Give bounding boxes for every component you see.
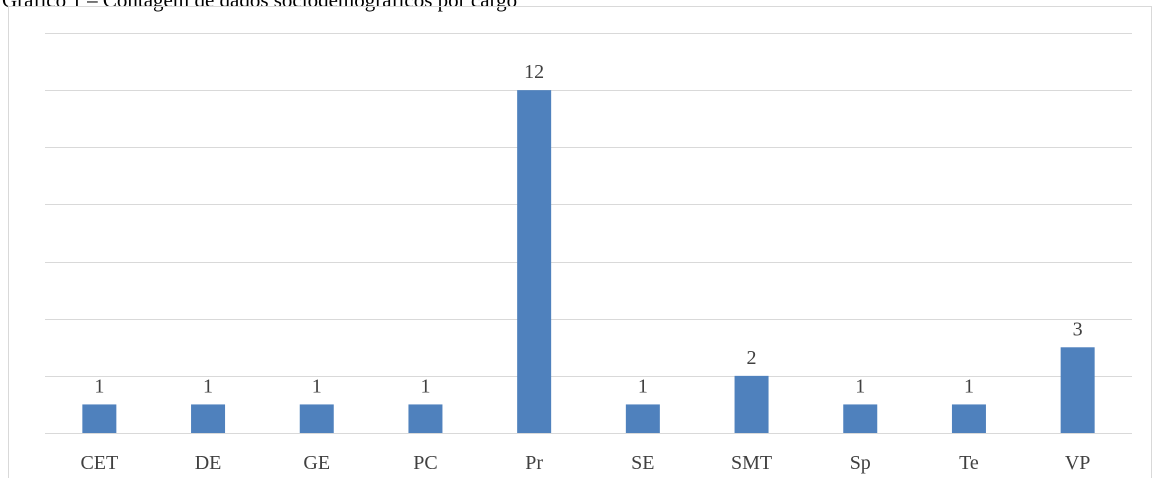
x-tick-GE: GE — [303, 452, 330, 474]
data-label-Pr: 12 — [524, 61, 544, 83]
x-tick-SMT: SMT — [731, 452, 772, 474]
data-label-CET: 1 — [94, 375, 104, 397]
data-label-VP: 3 — [1073, 318, 1083, 340]
data-label-DE: 1 — [203, 375, 213, 397]
bar-DE — [191, 404, 226, 433]
x-tick-DE: DE — [195, 452, 222, 474]
bar-SMT — [734, 375, 769, 433]
bar-VP — [1060, 347, 1095, 433]
x-tick-SE: SE — [631, 452, 654, 474]
bar-Pr — [517, 90, 552, 434]
data-label-PC: 1 — [420, 375, 430, 397]
bar-SE — [625, 404, 660, 433]
chart-frame — [8, 6, 1152, 478]
data-label-SMT: 2 — [747, 347, 757, 369]
bar-CET — [82, 404, 117, 433]
bar-Te — [951, 404, 986, 433]
data-label-Sp: 1 — [855, 375, 865, 397]
x-tick-Sp: Sp — [850, 452, 871, 474]
data-label-Te: 1 — [964, 375, 974, 397]
bar-GE — [299, 404, 334, 433]
x-tick-CET: CET — [80, 452, 118, 474]
data-label-SE: 1 — [638, 375, 648, 397]
x-tick-Te: Te — [959, 452, 979, 474]
x-tick-PC: PC — [413, 452, 437, 474]
bar-PC — [408, 404, 443, 433]
x-tick-VP: VP — [1065, 452, 1091, 474]
x-tick-Pr: Pr — [525, 452, 543, 474]
bar-Sp — [843, 404, 878, 433]
data-label-GE: 1 — [312, 375, 322, 397]
